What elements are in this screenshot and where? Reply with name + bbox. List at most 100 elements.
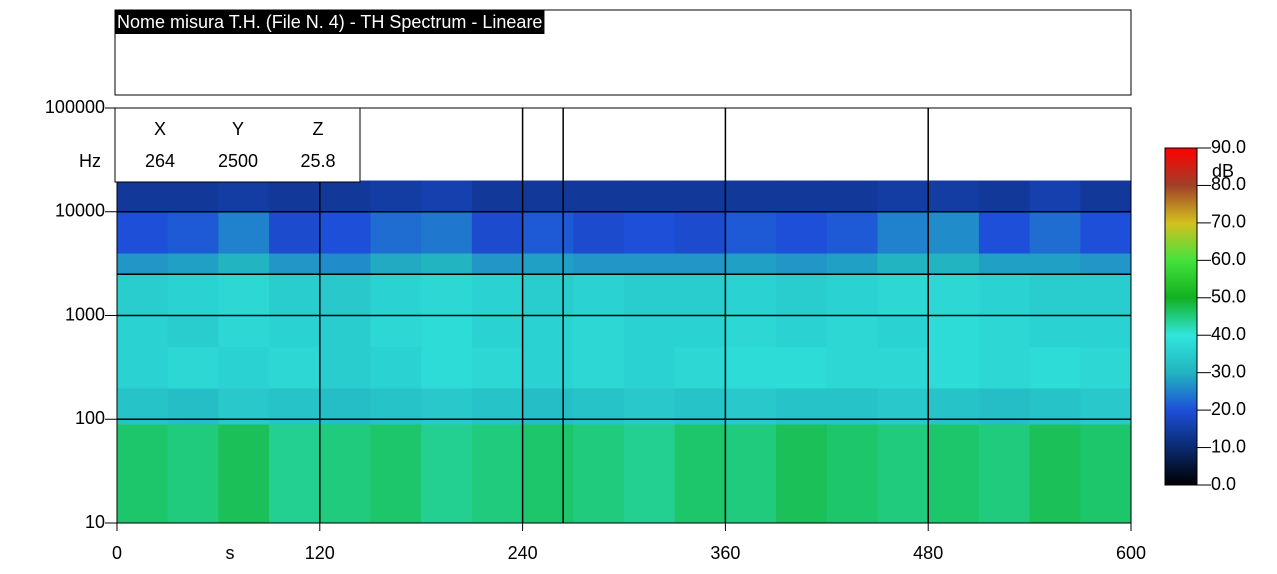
x-tick-label: 0 <box>112 543 122 563</box>
heatmap-cell <box>573 180 625 213</box>
colorbar-tick-label: 50.0 <box>1211 287 1246 307</box>
heatmap-cell <box>218 346 270 389</box>
heatmap-cell <box>826 388 878 425</box>
heatmap-cell <box>624 274 676 316</box>
heatmap-cell <box>1029 274 1081 316</box>
heatmap-cell <box>269 388 321 425</box>
heatmap-cell <box>674 315 726 348</box>
heatmap-cell <box>117 253 169 275</box>
heatmap-cell <box>370 423 422 524</box>
heatmap-cell <box>471 253 524 275</box>
colorbar <box>1164 147 1198 486</box>
heatmap-cell <box>674 274 726 316</box>
heatmap-cell <box>624 180 676 213</box>
heatmap-cell <box>1080 180 1132 213</box>
heatmap-cell <box>826 253 878 275</box>
heatmap-cell <box>573 388 625 425</box>
heatmap-cell <box>928 315 980 348</box>
heatmap-cell <box>725 315 777 348</box>
heatmap-cell <box>269 180 321 213</box>
heatmap-cell <box>624 388 676 425</box>
heatmap-cell <box>1029 211 1081 254</box>
heatmap-cell <box>319 423 371 524</box>
cursor-header: Y <box>232 119 244 139</box>
heatmap-cell <box>1029 388 1081 425</box>
heatmap-cell <box>1029 253 1081 275</box>
heatmap-cell <box>826 180 878 213</box>
heatmap-cell <box>471 180 524 213</box>
cursor-value: 25.8 <box>300 151 335 171</box>
heatmap-cell <box>725 423 777 524</box>
heatmap-cell <box>725 346 777 389</box>
heatmap-cell <box>421 253 473 275</box>
heatmap-cell <box>928 423 980 524</box>
heatmap-cell <box>624 253 676 275</box>
heatmap-cell <box>877 346 929 389</box>
heatmap-cell <box>826 423 878 524</box>
x-tick-label: 360 <box>710 543 740 563</box>
heatmap-cell <box>421 423 473 524</box>
heatmap-cell <box>269 423 321 524</box>
heatmap-cell <box>421 388 473 425</box>
heatmap-cell <box>522 388 574 425</box>
heatmap-cell <box>370 253 422 275</box>
heatmap-cell <box>269 253 321 275</box>
colorbar-tick-label: 20.0 <box>1211 399 1246 419</box>
heatmap-cell <box>370 274 422 316</box>
colorbar-tick-label: 80.0 <box>1211 174 1246 194</box>
heatmap-cell <box>269 274 321 316</box>
heatmap-cell <box>877 253 929 275</box>
heatmap-cell <box>117 180 169 213</box>
title-background <box>115 10 545 34</box>
heatmap-cell <box>370 346 422 389</box>
heatmap-cell <box>877 315 929 348</box>
heatmap-cell <box>674 346 726 389</box>
heatmap-cell <box>725 274 777 316</box>
heatmap-cell <box>117 274 169 316</box>
x-tick-label: 600 <box>1116 543 1146 563</box>
x-tick-label: 240 <box>508 543 538 563</box>
heatmap-cell <box>624 315 676 348</box>
heatmap-cell <box>1080 274 1132 316</box>
heatmap-cell <box>674 211 726 254</box>
heatmap-cell <box>167 180 219 213</box>
heatmap-cell <box>928 211 980 254</box>
heatmap-cell <box>117 388 169 425</box>
heatmap-cell <box>674 388 726 425</box>
heatmap-cell <box>421 346 473 389</box>
heatmap-cell <box>421 274 473 316</box>
colorbar-tick-label: 70.0 <box>1211 212 1246 232</box>
y-tick-label: 10000 <box>55 201 105 221</box>
heatmap-cell <box>370 315 422 348</box>
heatmap-cell <box>624 346 676 389</box>
heatmap-cell <box>1080 346 1132 389</box>
heatmap-cell <box>319 274 371 316</box>
heatmap-cell <box>573 274 625 316</box>
heatmap-cell <box>1080 423 1132 524</box>
cursor-value: 2500 <box>218 151 258 171</box>
heatmap-cell <box>877 180 929 213</box>
heatmap-cell <box>269 211 321 254</box>
heatmap-cell <box>826 315 878 348</box>
heatmap-cell <box>421 180 473 213</box>
heatmap-cell <box>1080 388 1132 425</box>
heatmap-cell <box>471 346 524 389</box>
y-tick-label: 10 <box>85 512 105 532</box>
heatmap-cell <box>826 274 878 316</box>
heatmap-cell <box>978 180 1031 213</box>
heatmap-cell <box>471 423 524 524</box>
heatmap-cell <box>624 423 676 524</box>
colorbar-tick-label: 30.0 <box>1211 361 1246 381</box>
heatmap-cell <box>877 423 929 524</box>
heatmap-cell <box>1080 211 1132 254</box>
heatmap-cell <box>471 388 524 425</box>
heatmap-cell <box>573 346 625 389</box>
heatmap-cell <box>117 423 169 524</box>
heatmap-cell <box>167 253 219 275</box>
heatmap-cell <box>674 180 726 213</box>
heatmap-cell <box>624 211 676 254</box>
heatmap-cell <box>877 211 929 254</box>
heatmap-cell <box>573 211 625 254</box>
heatmap-cell <box>218 315 270 348</box>
heatmap-cell <box>928 180 980 213</box>
